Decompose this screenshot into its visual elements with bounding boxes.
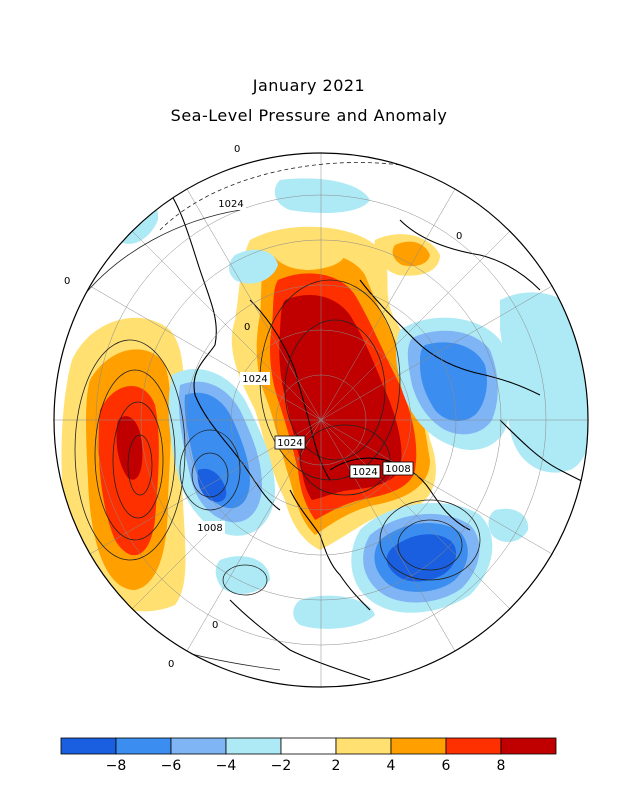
colorbar-swatch [500, 737, 557, 755]
colorbar-tick-label: 2 [332, 758, 341, 774]
zero-label: 0 [244, 322, 250, 333]
colorbar-tick-label: −8 [106, 758, 127, 774]
zero-contour-labels: 0 0 0 0 0 0 [64, 144, 462, 670]
isobar-label: 1008 [382, 461, 414, 476]
zero-label: 0 [234, 144, 240, 155]
zero-label: 0 [64, 276, 70, 287]
coastlines [89, 179, 588, 681]
isobar-label: 1024 [274, 435, 306, 450]
isobar-label: 1024 [240, 372, 270, 385]
colorbar-swatch [335, 737, 392, 755]
isobar-label: 1024 [349, 464, 381, 479]
colorbar-swatch [280, 737, 337, 755]
colorbar-tick-label: 6 [442, 758, 451, 774]
map-subtitle: Sea-Level Pressure and Anomaly [170, 106, 448, 125]
isobar-labels: 1024 1024 1024 1024 1008 1008 [195, 197, 414, 534]
colorbar-swatch [170, 737, 227, 755]
svg-text:1024: 1024 [277, 438, 302, 449]
colorbar-swatch [60, 737, 117, 755]
zero-label: 0 [456, 231, 462, 242]
colorbar-tick-label: −6 [161, 758, 182, 774]
map-boundary [53, 152, 589, 688]
map-title: January 2021 [252, 76, 366, 95]
isobar-label: 1008 [195, 521, 225, 534]
colorbar-tick-label: −4 [216, 758, 237, 774]
svg-text:1024: 1024 [352, 467, 377, 478]
svg-text:1008: 1008 [385, 464, 410, 475]
colorbar-swatch [445, 737, 502, 755]
isobar-label: 1024 [216, 197, 246, 210]
colorbar-tick-label: −2 [271, 758, 292, 774]
colorbar-swatch [225, 737, 282, 755]
svg-text:1008: 1008 [197, 523, 222, 534]
svg-text:1024: 1024 [242, 374, 267, 385]
colorbar-tick-label: 4 [387, 758, 396, 774]
svg-text:1024: 1024 [218, 199, 243, 210]
colorbar-swatch [115, 737, 172, 755]
graticule [54, 153, 588, 687]
zero-label: 0 [212, 620, 218, 631]
colorbar-tick-label: 8 [497, 758, 506, 774]
colorbar-swatch [390, 737, 447, 755]
colorbar: −8 −6 −4 −2 2 4 6 8 [60, 737, 557, 774]
zero-label: 0 [168, 659, 174, 670]
